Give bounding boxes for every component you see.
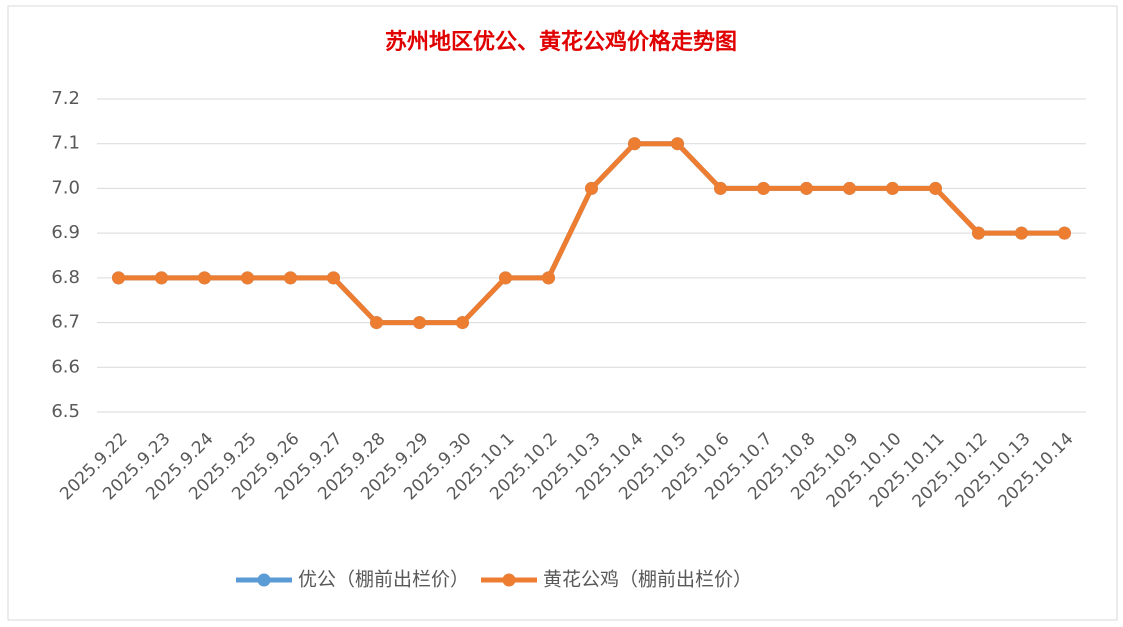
- point: [972, 226, 985, 240]
- y-tick-label: 7.1: [51, 133, 80, 154]
- point: [929, 181, 942, 195]
- point: [1058, 226, 1071, 240]
- y-tick-label: 7.2: [51, 88, 80, 109]
- legend-label: 优公（棚前出栏价）: [298, 569, 469, 591]
- point: [327, 271, 340, 285]
- chart-title: 苏州地区优公、黄花公鸡价格走势图: [385, 29, 737, 55]
- y-tick-label: 6.7: [51, 312, 80, 333]
- point: [714, 181, 727, 195]
- point: [585, 181, 598, 195]
- point: [499, 271, 512, 285]
- point: [155, 271, 168, 285]
- y-tick-label: 6.9: [51, 222, 80, 243]
- point: [456, 316, 469, 330]
- chart-frame: [7, 5, 1118, 621]
- legend-marker: [502, 573, 516, 587]
- point: [886, 181, 899, 195]
- legend-marker: [257, 573, 271, 587]
- point: [628, 137, 641, 151]
- legend-label: 黄花公鸡（棚前出栏价）: [543, 569, 752, 591]
- point: [542, 271, 555, 285]
- y-tick-label: 6.6: [51, 356, 80, 377]
- y-tick-label: 6.8: [51, 267, 80, 288]
- y-tick-label: 7.0: [51, 177, 80, 198]
- y-tick-label: 6.5: [51, 401, 80, 422]
- point: [800, 181, 813, 195]
- point: [843, 181, 856, 195]
- point: [198, 271, 211, 285]
- point: [112, 271, 125, 285]
- point: [413, 316, 426, 330]
- point: [370, 316, 383, 330]
- point: [284, 271, 297, 285]
- point: [757, 181, 770, 195]
- point: [671, 137, 684, 151]
- point: [241, 271, 254, 285]
- point: [1015, 226, 1028, 240]
